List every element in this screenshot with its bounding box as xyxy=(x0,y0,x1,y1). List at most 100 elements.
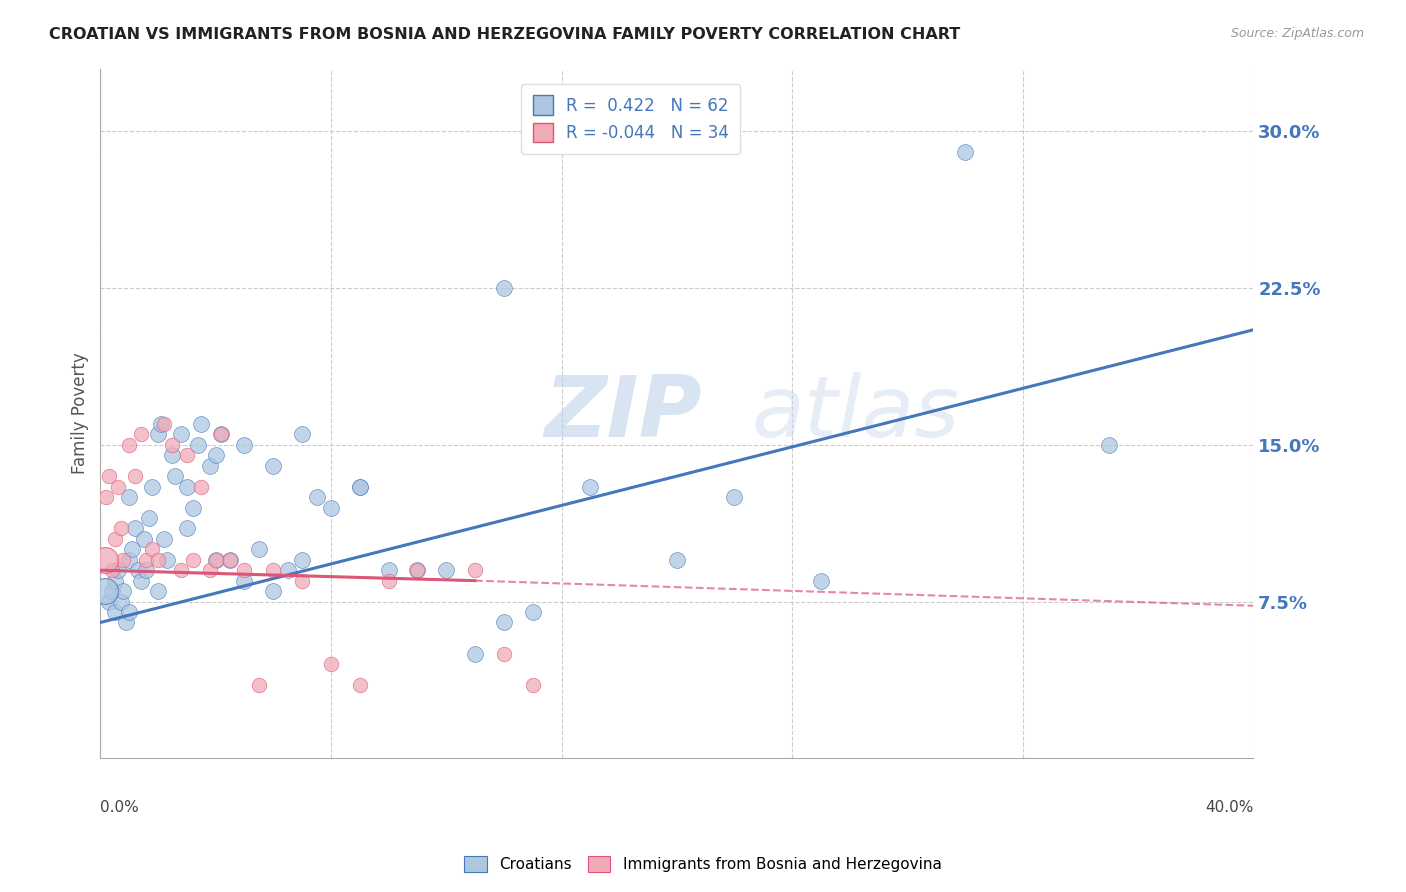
Point xyxy=(277,563,299,577)
Point xyxy=(233,438,256,452)
Point xyxy=(118,605,141,619)
Point xyxy=(176,448,198,462)
Point xyxy=(165,469,187,483)
Legend: R =  0.422   N = 62, R = -0.044   N = 34: R = 0.422 N = 62, R = -0.044 N = 34 xyxy=(522,84,741,154)
Point xyxy=(101,563,124,577)
Point xyxy=(406,563,429,577)
Point xyxy=(262,563,284,577)
Point xyxy=(118,438,141,452)
Point xyxy=(406,563,429,577)
Point xyxy=(162,448,184,462)
Point xyxy=(101,584,124,599)
Point xyxy=(219,553,242,567)
Point xyxy=(141,542,163,557)
Point xyxy=(149,417,172,431)
Point xyxy=(118,490,141,504)
Point xyxy=(93,553,115,567)
Point xyxy=(176,480,198,494)
Point xyxy=(204,553,226,567)
Point xyxy=(492,281,515,295)
Point xyxy=(187,438,209,452)
Point xyxy=(198,563,221,577)
Point xyxy=(124,469,146,483)
Point xyxy=(233,574,256,588)
Point xyxy=(138,511,160,525)
Point xyxy=(262,458,284,473)
Point xyxy=(349,480,371,494)
Point xyxy=(107,480,129,494)
Point xyxy=(953,145,976,160)
Point xyxy=(118,553,141,567)
Point xyxy=(162,438,184,452)
Point xyxy=(152,417,174,431)
Point xyxy=(262,584,284,599)
Text: 40.0%: 40.0% xyxy=(1205,800,1253,814)
Text: atlas: atlas xyxy=(752,372,960,455)
Point xyxy=(124,521,146,535)
Point xyxy=(434,563,457,577)
Point xyxy=(170,563,193,577)
Point xyxy=(176,521,198,535)
Point xyxy=(112,553,135,567)
Point xyxy=(104,605,127,619)
Point xyxy=(377,563,399,577)
Point xyxy=(492,647,515,661)
Point xyxy=(204,553,226,567)
Point xyxy=(146,553,169,567)
Point xyxy=(129,574,152,588)
Point xyxy=(121,542,143,557)
Point xyxy=(723,490,745,504)
Point xyxy=(156,553,179,567)
Point xyxy=(579,480,602,494)
Text: CROATIAN VS IMMIGRANTS FROM BOSNIA AND HERZEGOVINA FAMILY POVERTY CORRELATION CH: CROATIAN VS IMMIGRANTS FROM BOSNIA AND H… xyxy=(49,27,960,42)
Text: ZIP: ZIP xyxy=(544,372,702,455)
Point xyxy=(305,490,328,504)
Point xyxy=(135,563,157,577)
Point xyxy=(146,584,169,599)
Text: 0.0%: 0.0% xyxy=(100,800,139,814)
Point xyxy=(349,678,371,692)
Text: Source: ZipAtlas.com: Source: ZipAtlas.com xyxy=(1230,27,1364,40)
Point xyxy=(219,553,242,567)
Point xyxy=(247,542,270,557)
Point xyxy=(204,448,226,462)
Point xyxy=(181,553,204,567)
Point xyxy=(110,594,132,608)
Point xyxy=(93,584,115,599)
Point xyxy=(98,469,121,483)
Point xyxy=(209,427,232,442)
Point xyxy=(181,500,204,515)
Point xyxy=(104,574,127,588)
Point xyxy=(464,647,486,661)
Point xyxy=(1098,438,1121,452)
Point xyxy=(291,574,314,588)
Point xyxy=(190,480,212,494)
Point xyxy=(247,678,270,692)
Point xyxy=(129,427,152,442)
Point xyxy=(209,427,232,442)
Y-axis label: Family Poverty: Family Poverty xyxy=(72,352,89,475)
Point xyxy=(291,553,314,567)
Point xyxy=(127,563,149,577)
Point xyxy=(319,500,342,515)
Point xyxy=(810,574,832,588)
Legend: Croatians, Immigrants from Bosnia and Herzegovina: Croatians, Immigrants from Bosnia and He… xyxy=(457,848,949,880)
Point xyxy=(349,480,371,494)
Point xyxy=(522,605,544,619)
Point xyxy=(135,553,157,567)
Point xyxy=(665,553,688,567)
Point xyxy=(377,574,399,588)
Point xyxy=(115,615,138,630)
Point xyxy=(190,417,212,431)
Point xyxy=(464,563,486,577)
Point xyxy=(110,521,132,535)
Point xyxy=(319,657,342,672)
Point xyxy=(98,594,121,608)
Point xyxy=(233,563,256,577)
Point xyxy=(291,427,314,442)
Point xyxy=(146,427,169,442)
Point xyxy=(132,532,155,546)
Point xyxy=(170,427,193,442)
Point xyxy=(104,532,127,546)
Point xyxy=(492,615,515,630)
